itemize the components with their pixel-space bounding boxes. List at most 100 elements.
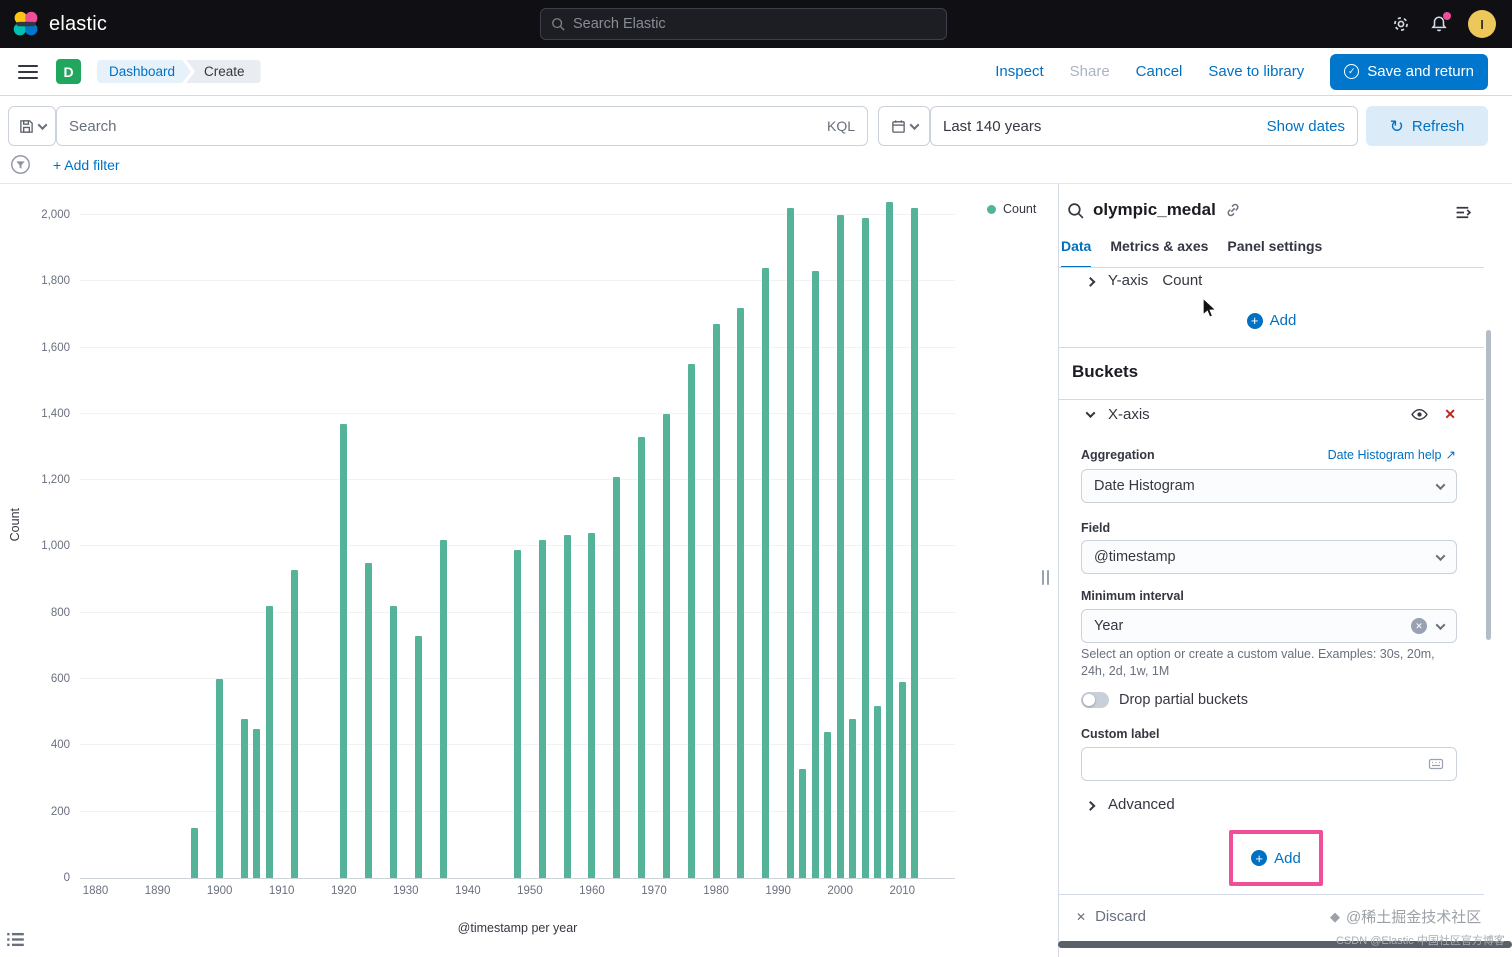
watermark-text: @稀土掘金技术社区 (1346, 909, 1482, 926)
chart-bar[interactable] (762, 267, 770, 878)
chart-bar[interactable] (824, 732, 832, 878)
chart-bar[interactable] (191, 828, 199, 878)
filter-funnel-icon[interactable] (10, 154, 31, 175)
y-axis-tick-label: 2,000 (41, 208, 70, 221)
add-metric-button[interactable]: + Add (1246, 312, 1296, 329)
gear-icon[interactable] (1392, 15, 1410, 33)
chart-bar[interactable] (737, 307, 745, 878)
chart-bar[interactable] (340, 423, 348, 878)
custom-label-input[interactable] (1094, 756, 1428, 772)
page-list-icon[interactable] (6, 930, 25, 949)
chevron-right-icon (1085, 800, 1096, 811)
add-filter-link[interactable]: + Add filter (53, 156, 120, 173)
chart-bar[interactable] (849, 718, 857, 878)
date-picker-button[interactable] (878, 106, 930, 146)
tab-data[interactable]: Data (1061, 238, 1092, 268)
visualization-config-panel: olympic_medal Data Metrics & axes Panel … (1058, 184, 1484, 957)
panel-header: olympic_medal (1067, 200, 1444, 220)
minimum-interval-select[interactable]: Year ✕ (1081, 609, 1457, 643)
chart-bar[interactable] (265, 606, 273, 878)
chart-bar[interactable] (563, 534, 571, 878)
panel-vertical-scrollbar[interactable] (1486, 330, 1491, 640)
custom-label-input-icon (1428, 756, 1444, 772)
y-axis-tick-label: 0 (63, 872, 70, 884)
cancel-link[interactable]: Cancel (1135, 63, 1183, 80)
chart-bar[interactable] (811, 271, 819, 878)
chevron-right-icon (1085, 276, 1096, 287)
chart-bar[interactable] (898, 682, 906, 878)
save-to-library-link[interactable]: Save to library (1208, 63, 1305, 80)
check-in-circle-icon: ✓ (1344, 64, 1360, 79)
y-gridline (80, 280, 955, 282)
chart-bar[interactable] (514, 549, 521, 878)
link-icon[interactable] (1225, 202, 1241, 218)
elastic-logo-icon[interactable] (12, 10, 40, 38)
chart-bar[interactable] (836, 214, 844, 878)
saved-query-button[interactable] (8, 106, 56, 146)
metric-y-axis-row[interactable]: Y-axis Count (1085, 272, 1203, 289)
section-divider (1059, 399, 1484, 400)
y-axis-row-value: Count (1162, 272, 1203, 289)
chart-legend[interactable]: Count (987, 202, 1036, 216)
chart-bar[interactable] (588, 533, 596, 878)
query-bar: KQL Last 140 years Show dates ↻ Refresh … (0, 96, 1512, 184)
chart-bar[interactable] (216, 679, 224, 878)
chart-bar[interactable] (414, 635, 422, 878)
save-and-return-button[interactable]: ✓ Save and return (1330, 53, 1488, 90)
field-select[interactable]: @timestamp (1081, 540, 1457, 574)
x-axis-tick-label: 1980 (703, 885, 729, 897)
collapse-panel-icon[interactable] (1455, 204, 1472, 221)
discard-button[interactable]: ✕ Discard (1076, 908, 1146, 925)
chart-bar[interactable] (439, 539, 447, 878)
add-bucket-button[interactable]: + Add (1251, 850, 1301, 867)
chart-bar[interactable] (712, 324, 720, 878)
time-range-value[interactable]: Last 140 years (943, 117, 1042, 135)
bucket-x-axis-row[interactable]: X-axis ✕ (1085, 406, 1456, 423)
chart-bar[interactable] (253, 728, 261, 878)
chart-bar[interactable] (638, 437, 646, 878)
chart-bar[interactable] (787, 208, 795, 878)
clear-selection-icon[interactable]: ✕ (1411, 618, 1427, 634)
field-label: Field (1081, 521, 1111, 535)
chart-bar[interactable] (662, 413, 670, 878)
notifications-bell-icon[interactable] (1430, 12, 1451, 33)
chart-bar[interactable] (911, 208, 919, 878)
aggregation-select[interactable]: Date Histogram (1081, 469, 1457, 503)
add-bucket-label: Add (1274, 849, 1301, 867)
query-search-input[interactable] (69, 117, 819, 135)
chart-bar[interactable] (389, 606, 397, 878)
tab-panel-settings[interactable]: Panel settings (1227, 238, 1323, 254)
chart-bar[interactable] (886, 201, 894, 878)
chart-bar[interactable] (613, 476, 621, 878)
advanced-accordion[interactable]: Advanced (1085, 796, 1175, 813)
query-language-kql[interactable]: KQL (826, 118, 855, 134)
chevron-down-icon (37, 119, 47, 130)
inspect-link[interactable]: Inspect (995, 63, 1044, 80)
chart-bar[interactable] (538, 539, 546, 878)
refresh-button[interactable]: ↻ Refresh (1366, 106, 1488, 146)
chart-bar[interactable] (873, 705, 881, 878)
global-search-box[interactable] (540, 8, 947, 40)
drop-partial-buckets-toggle[interactable] (1081, 692, 1109, 708)
show-dates-link[interactable]: Show dates (1266, 117, 1345, 135)
chart-bar[interactable] (861, 218, 869, 878)
chart-bar[interactable] (799, 768, 807, 878)
tab-metrics-axes[interactable]: Metrics & axes (1110, 238, 1209, 254)
y-gridline (80, 213, 955, 215)
global-search-input[interactable] (573, 16, 936, 32)
chart-bar[interactable] (290, 569, 298, 878)
dashboard-app-badge[interactable]: D (56, 59, 81, 84)
panel-horizontal-scrollbar[interactable] (1058, 941, 1512, 948)
eye-icon[interactable] (1411, 406, 1429, 423)
chart-bar[interactable] (687, 364, 695, 878)
date-histogram-help-link[interactable]: Date Histogram help ↗ (1328, 447, 1456, 463)
breadcrumb-dashboard[interactable]: Dashboard (97, 60, 191, 84)
chart-bar[interactable] (240, 718, 248, 878)
x-axis-row-label: X-axis (1108, 406, 1150, 423)
interval-value: Year (1094, 618, 1124, 634)
menu-hamburger-icon[interactable] (18, 64, 38, 79)
chart-bar[interactable] (365, 563, 373, 878)
remove-bucket-icon[interactable]: ✕ (1444, 406, 1456, 422)
panel-resize-handle[interactable] (1042, 570, 1049, 585)
user-avatar[interactable]: I (1468, 10, 1496, 38)
